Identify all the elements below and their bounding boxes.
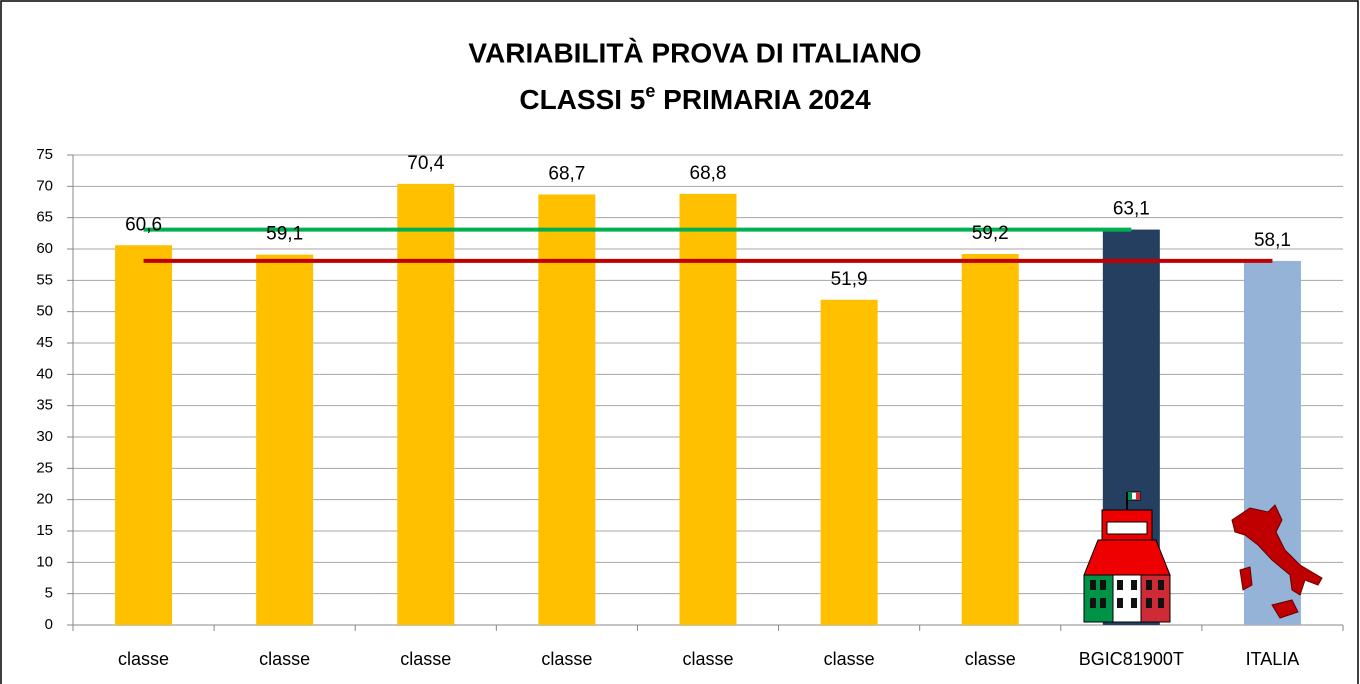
value-label: 59,2 bbox=[972, 223, 1009, 244]
bar bbox=[115, 245, 173, 626]
value-label: 63,1 bbox=[1113, 199, 1150, 220]
x-tick-label: BGIC81900T bbox=[1079, 649, 1184, 669]
value-label: 68,7 bbox=[548, 163, 585, 184]
italy-icon bbox=[1231, 504, 1323, 619]
x-tick-label: classe bbox=[400, 649, 451, 669]
x-tick-label: ITALIA bbox=[1246, 649, 1300, 669]
bar bbox=[820, 299, 878, 625]
y-tick-label: 75 bbox=[36, 146, 53, 163]
x-tick-label: classe bbox=[259, 649, 310, 669]
y-tick-label: 50 bbox=[36, 303, 53, 320]
y-tick-label: 5 bbox=[45, 585, 53, 602]
y-tick-label: 45 bbox=[36, 334, 53, 351]
school-icon bbox=[1083, 491, 1171, 623]
value-label: 60,6 bbox=[125, 214, 162, 235]
y-tick-label: 15 bbox=[36, 522, 53, 539]
x-tick-label: classe bbox=[682, 649, 733, 669]
y-tick-label: 0 bbox=[45, 616, 53, 633]
x-tick-label: classe bbox=[541, 649, 592, 669]
x-tick-label: classe bbox=[824, 649, 875, 669]
subtitle-text: CLASSI 5 bbox=[519, 84, 645, 115]
y-tick-label: 65 bbox=[36, 209, 53, 226]
subtitle-rest: PRIMARIA 2024 bbox=[655, 84, 871, 115]
subtitle-sup: e bbox=[645, 81, 655, 101]
value-label: 70,4 bbox=[407, 153, 444, 174]
y-tick-label: 55 bbox=[36, 271, 53, 288]
y-tick-label: 10 bbox=[36, 553, 53, 570]
y-tick-label: 70 bbox=[36, 177, 53, 194]
value-label: 51,9 bbox=[831, 269, 868, 290]
bar bbox=[679, 193, 737, 625]
value-label: 59,1 bbox=[266, 224, 303, 245]
bar bbox=[961, 254, 1019, 625]
y-tick-label: 25 bbox=[36, 459, 53, 476]
y-tick-label: 40 bbox=[36, 365, 53, 382]
value-label: 58,1 bbox=[1254, 230, 1291, 251]
y-tick-label: 20 bbox=[36, 491, 53, 508]
chart-subtitle: CLASSI 5e PRIMARIA 2024 bbox=[519, 81, 871, 116]
y-tick-label: 35 bbox=[36, 397, 53, 414]
x-tick-label: classe bbox=[965, 649, 1016, 669]
chart-title: VARIABILITÀ PROVA DI ITALIANO bbox=[468, 37, 921, 68]
bar bbox=[397, 183, 455, 625]
y-tick-label: 60 bbox=[36, 240, 53, 257]
bar bbox=[538, 194, 596, 626]
bar bbox=[256, 254, 314, 625]
x-tick-label: classe bbox=[118, 649, 169, 669]
y-tick-label: 30 bbox=[36, 428, 53, 445]
icons bbox=[1083, 491, 1323, 623]
value-label: 68,8 bbox=[690, 163, 727, 184]
